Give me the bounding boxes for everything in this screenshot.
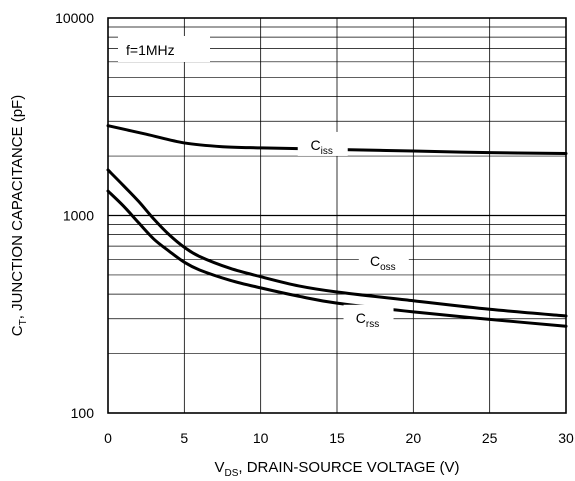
x-axis-label-main: V xyxy=(214,459,224,476)
tick-labels: 0 5 10 15 20 25 30 100 1000 10000 xyxy=(55,10,574,446)
x-axis-label-sub: DS xyxy=(224,468,238,479)
y-tick-label: 10000 xyxy=(55,10,94,26)
series-label-ciss: Ciss xyxy=(297,131,348,157)
series-label-bg xyxy=(297,131,348,156)
y-axis-label-rest: , JUNCTION CAPACITANCE (pF) xyxy=(9,95,26,319)
series-label-text: Crss xyxy=(356,310,379,330)
series-label-bg xyxy=(343,304,394,329)
x-tick-label: 15 xyxy=(329,430,345,446)
y-tick-label: 1000 xyxy=(63,208,94,224)
y-axis-label-main: C xyxy=(9,325,26,336)
x-tick-label: 0 xyxy=(104,430,112,446)
x-axis-label: VDS, DRAIN-SOURCE VOLTAGE (V) xyxy=(214,459,459,479)
x-axis-label-rest: , DRAIN-SOURCE VOLTAGE (V) xyxy=(238,459,459,476)
series-label-coss: Coss xyxy=(358,248,409,273)
plot-frame xyxy=(107,17,567,414)
series-label-text: Coss xyxy=(370,253,396,273)
series-label-main: C xyxy=(311,137,321,153)
frequency-annotation: f=1MHz xyxy=(118,36,210,62)
series-label-sub: iss xyxy=(321,146,333,157)
series-line-crss xyxy=(106,189,568,328)
series-label-sub: oss xyxy=(380,262,396,273)
series-line-ciss xyxy=(106,124,568,156)
y-axis-label: CT, JUNCTION CAPACITANCE (pF) xyxy=(9,95,29,336)
x-tick-label: 25 xyxy=(482,430,498,446)
x-tick-label: 30 xyxy=(558,430,574,446)
series-label-main: C xyxy=(370,253,380,269)
x-tick-label: 20 xyxy=(406,430,422,446)
series-label-bg xyxy=(358,248,409,273)
series-label-crss: Crss xyxy=(343,304,394,330)
y-axis-label-sub: T xyxy=(18,319,29,325)
curves xyxy=(106,124,568,328)
y-tick-label: 100 xyxy=(71,405,95,421)
x-tick-label: 10 xyxy=(253,430,269,446)
frequency-annotation-text: f=1MHz xyxy=(126,42,175,58)
grid xyxy=(108,18,566,413)
series-line-coss xyxy=(106,168,568,318)
series-label-text: Ciss xyxy=(311,137,333,157)
series-label-sub: rss xyxy=(366,319,379,330)
x-tick-label: 5 xyxy=(180,430,188,446)
series-label-main: C xyxy=(356,310,366,326)
